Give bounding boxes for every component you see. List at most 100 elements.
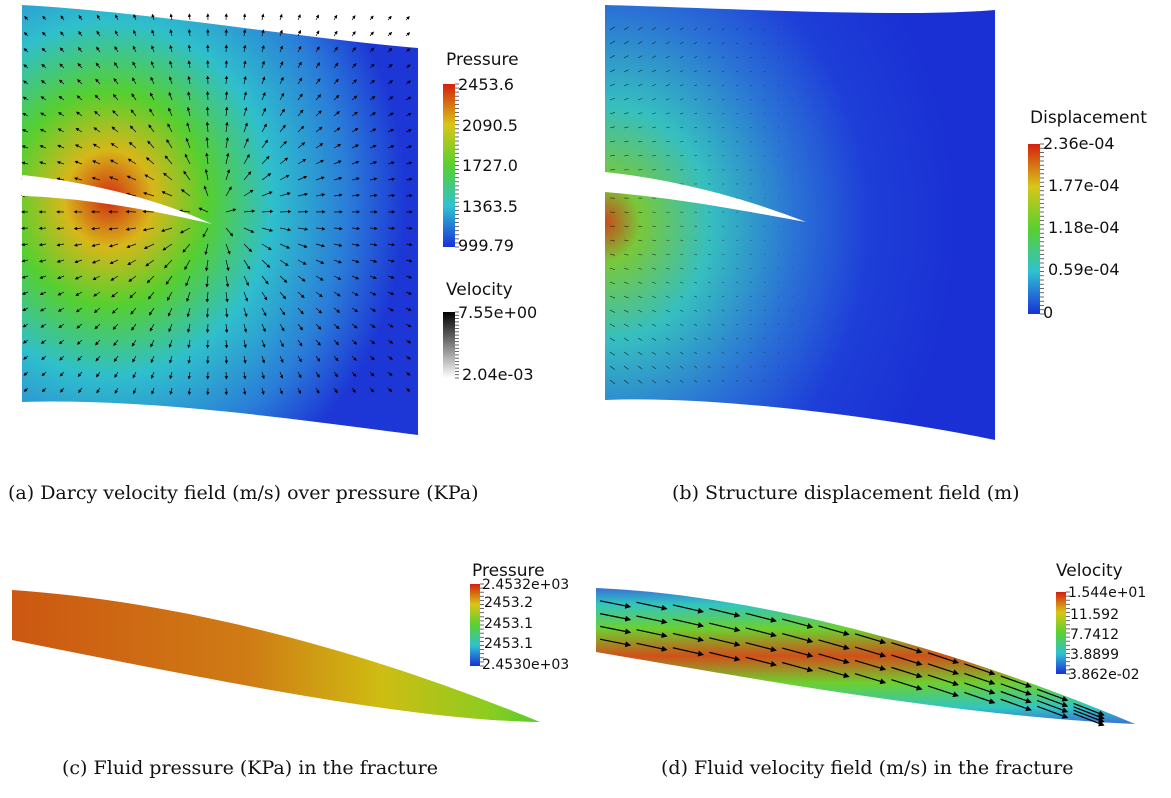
legend-a-velocity-label: 2.04e-03 bbox=[462, 365, 534, 384]
velocity-arrow bbox=[78, 30, 83, 37]
velocity-arrow bbox=[891, 642, 923, 654]
velocity-arrow bbox=[297, 45, 302, 53]
displacement-arrow bbox=[707, 253, 711, 256]
displacement-arrow bbox=[651, 84, 657, 87]
velocity-arrow bbox=[185, 275, 191, 287]
velocity-arrow bbox=[315, 275, 324, 281]
velocity-arrow bbox=[315, 176, 325, 181]
pressure-colorbar-c bbox=[470, 584, 480, 666]
velocity-arrow bbox=[351, 371, 357, 377]
displacement-arrow bbox=[609, 281, 615, 285]
velocity-arrow bbox=[387, 96, 394, 101]
velocity-arrow bbox=[38, 226, 47, 231]
velocity-arrow bbox=[114, 387, 119, 394]
velocity-arrow bbox=[151, 13, 155, 21]
velocity-colorbar-a bbox=[443, 312, 455, 378]
velocity-arrow bbox=[297, 77, 303, 85]
displacement-arrow bbox=[763, 309, 766, 311]
velocity-arrow bbox=[672, 618, 705, 628]
displacement-arrow bbox=[623, 309, 629, 313]
velocity-arrow bbox=[351, 144, 359, 149]
displacement-arrow bbox=[665, 337, 670, 341]
velocity-arrow bbox=[243, 75, 247, 85]
velocity-arrow bbox=[333, 243, 343, 247]
velocity-arrow bbox=[205, 136, 209, 149]
velocity-arrow bbox=[133, 14, 137, 21]
velocity-arrow bbox=[599, 600, 632, 609]
displacement-arrow bbox=[651, 365, 657, 370]
displacement-arrow bbox=[651, 27, 657, 31]
domain-b bbox=[605, 5, 995, 440]
velocity-arrow bbox=[599, 625, 632, 635]
velocity-arrow bbox=[150, 339, 155, 348]
velocity-arrow bbox=[297, 61, 302, 69]
velocity-arrow bbox=[242, 44, 247, 53]
displacement-arrow bbox=[707, 70, 711, 73]
displacement-arrow bbox=[791, 379, 793, 381]
displacement-arrow bbox=[721, 28, 725, 31]
velocity-arrow bbox=[40, 112, 47, 117]
velocity-arrow bbox=[1000, 675, 1032, 688]
velocity-arrow bbox=[184, 153, 191, 165]
displacement-arrow bbox=[651, 323, 657, 327]
velocity-arrow bbox=[927, 652, 959, 664]
velocity-arrow bbox=[315, 227, 326, 231]
velocity-arrow bbox=[599, 638, 632, 648]
velocity-arrow bbox=[40, 339, 47, 344]
velocity-arrow bbox=[133, 387, 137, 395]
displacement-arrow bbox=[623, 69, 629, 73]
velocity-arrow bbox=[405, 48, 411, 53]
displacement-arrow bbox=[791, 351, 793, 353]
displacement-arrow bbox=[735, 281, 739, 284]
velocity-arrow bbox=[76, 95, 83, 101]
displacement-arrow bbox=[609, 97, 615, 101]
velocity-arrow bbox=[279, 61, 284, 69]
displacement-arrow bbox=[763, 281, 766, 283]
velocity-arrow bbox=[205, 307, 210, 318]
velocity-arrow bbox=[225, 121, 229, 133]
velocity-arrow bbox=[1000, 683, 1032, 696]
displacement-arrow bbox=[707, 127, 711, 129]
displacement-arrow bbox=[693, 351, 698, 355]
velocity-arrow bbox=[182, 243, 191, 253]
displacement-arrow bbox=[679, 141, 684, 143]
velocity-arrow bbox=[672, 632, 705, 643]
velocity-arrow bbox=[91, 176, 101, 181]
velocity-arrow bbox=[225, 227, 234, 237]
displacement-arrow bbox=[679, 379, 684, 383]
velocity-arrow bbox=[315, 30, 320, 37]
displacement-arrow bbox=[679, 281, 684, 284]
velocity-arrow bbox=[169, 355, 173, 364]
displacement-arrow bbox=[623, 253, 629, 256]
legend-c-label: 2453.1 bbox=[484, 616, 533, 632]
velocity-arrow bbox=[242, 29, 247, 37]
velocity-arrow bbox=[387, 307, 394, 312]
velocity-arrow bbox=[405, 355, 411, 360]
velocity-arrow bbox=[112, 323, 119, 330]
displacement-arrow bbox=[693, 267, 698, 270]
displacement-arrow bbox=[763, 42, 766, 45]
displacement-arrow bbox=[651, 98, 657, 101]
velocity-arrow bbox=[369, 291, 377, 296]
velocity-arrow bbox=[180, 189, 191, 197]
velocity-arrow bbox=[297, 227, 309, 231]
velocity-arrow bbox=[41, 63, 47, 69]
displacement-arrow bbox=[665, 281, 670, 284]
velocity-arrow bbox=[164, 259, 173, 269]
velocity-arrow bbox=[709, 622, 741, 633]
displacement-arrow bbox=[749, 42, 752, 45]
displacement-arrow bbox=[707, 365, 711, 369]
displacement-arrow bbox=[623, 379, 629, 384]
velocity-arrow bbox=[351, 387, 356, 393]
velocity-arrow bbox=[74, 160, 83, 165]
velocity-arrow bbox=[39, 161, 47, 165]
velocity-arrow bbox=[92, 143, 101, 149]
displacement-arrow bbox=[693, 126, 698, 129]
velocity-arrow bbox=[57, 275, 65, 280]
velocity-arrow bbox=[927, 685, 959, 698]
velocity-arrow bbox=[351, 160, 360, 165]
displacement-arrow bbox=[735, 98, 739, 101]
velocity-arrow bbox=[261, 323, 266, 333]
velocity-arrow bbox=[243, 227, 255, 233]
velocity-arrow bbox=[41, 371, 47, 377]
